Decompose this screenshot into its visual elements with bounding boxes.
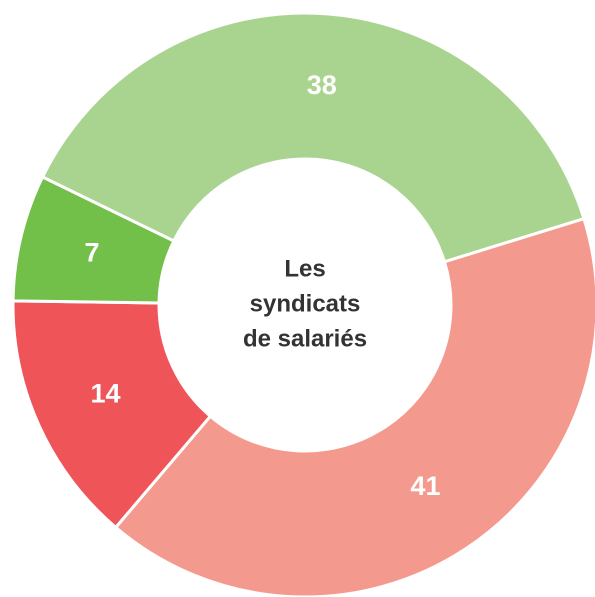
center-label: de salariés <box>243 325 367 352</box>
value-label: 41 <box>411 471 441 501</box>
donut-segment <box>113 216 595 597</box>
donut-segment <box>40 11 586 264</box>
value-label: 7 <box>84 237 99 267</box>
center-label: syndicats <box>250 290 361 317</box>
donut-segment <box>11 299 213 530</box>
donut-segment <box>11 174 176 305</box>
value-label: 14 <box>91 379 121 409</box>
value-label: 38 <box>307 70 337 100</box>
center-label: Les <box>284 255 325 282</box>
